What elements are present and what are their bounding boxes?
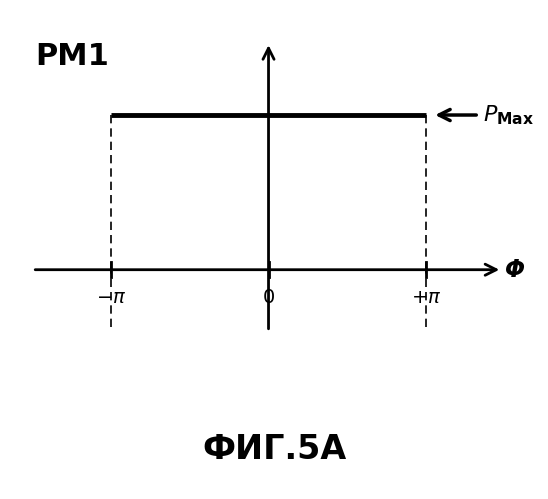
Text: ФИГ.5A: ФИГ.5A: [202, 433, 346, 466]
Text: PM1: PM1: [35, 42, 109, 71]
Text: $0$: $0$: [262, 288, 275, 307]
Text: Φ: Φ: [505, 258, 525, 282]
Text: $+\pi$: $+\pi$: [411, 288, 442, 307]
Text: $P_{\mathregular{Max}}$: $P_{\mathregular{Max}}$: [483, 103, 534, 127]
Text: $-\pi$: $-\pi$: [95, 288, 126, 307]
